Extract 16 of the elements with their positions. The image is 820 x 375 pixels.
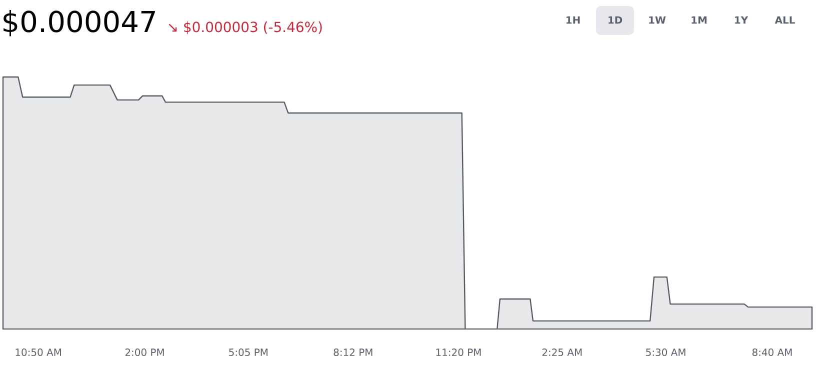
x-tick-label: 8:12 PM [334, 348, 372, 356]
x-tick-label: 2:00 PM [125, 348, 164, 356]
text: ALL [774, 16, 795, 24]
chart-title: $0.000047 [4, 10, 155, 36]
x-tick-label: 8:40 AM [752, 348, 792, 356]
x-tick-label: 2:25 AM [542, 348, 582, 356]
text: 1M [692, 16, 707, 24]
x-tick-label: 5:30 AM [646, 348, 686, 356]
x-tick-label: 5:05 PM [229, 348, 268, 356]
x-tick-label: 11:20 PM [436, 348, 481, 356]
text: 1Y [735, 16, 748, 24]
chart-subtitle: ↘ $0.000003 (-5.46%) [168, 21, 322, 34]
text: 1D [608, 16, 622, 24]
text: 1W [649, 16, 666, 24]
x-tick-label: 10:50 AM [16, 348, 61, 356]
text: 1H [566, 16, 580, 24]
